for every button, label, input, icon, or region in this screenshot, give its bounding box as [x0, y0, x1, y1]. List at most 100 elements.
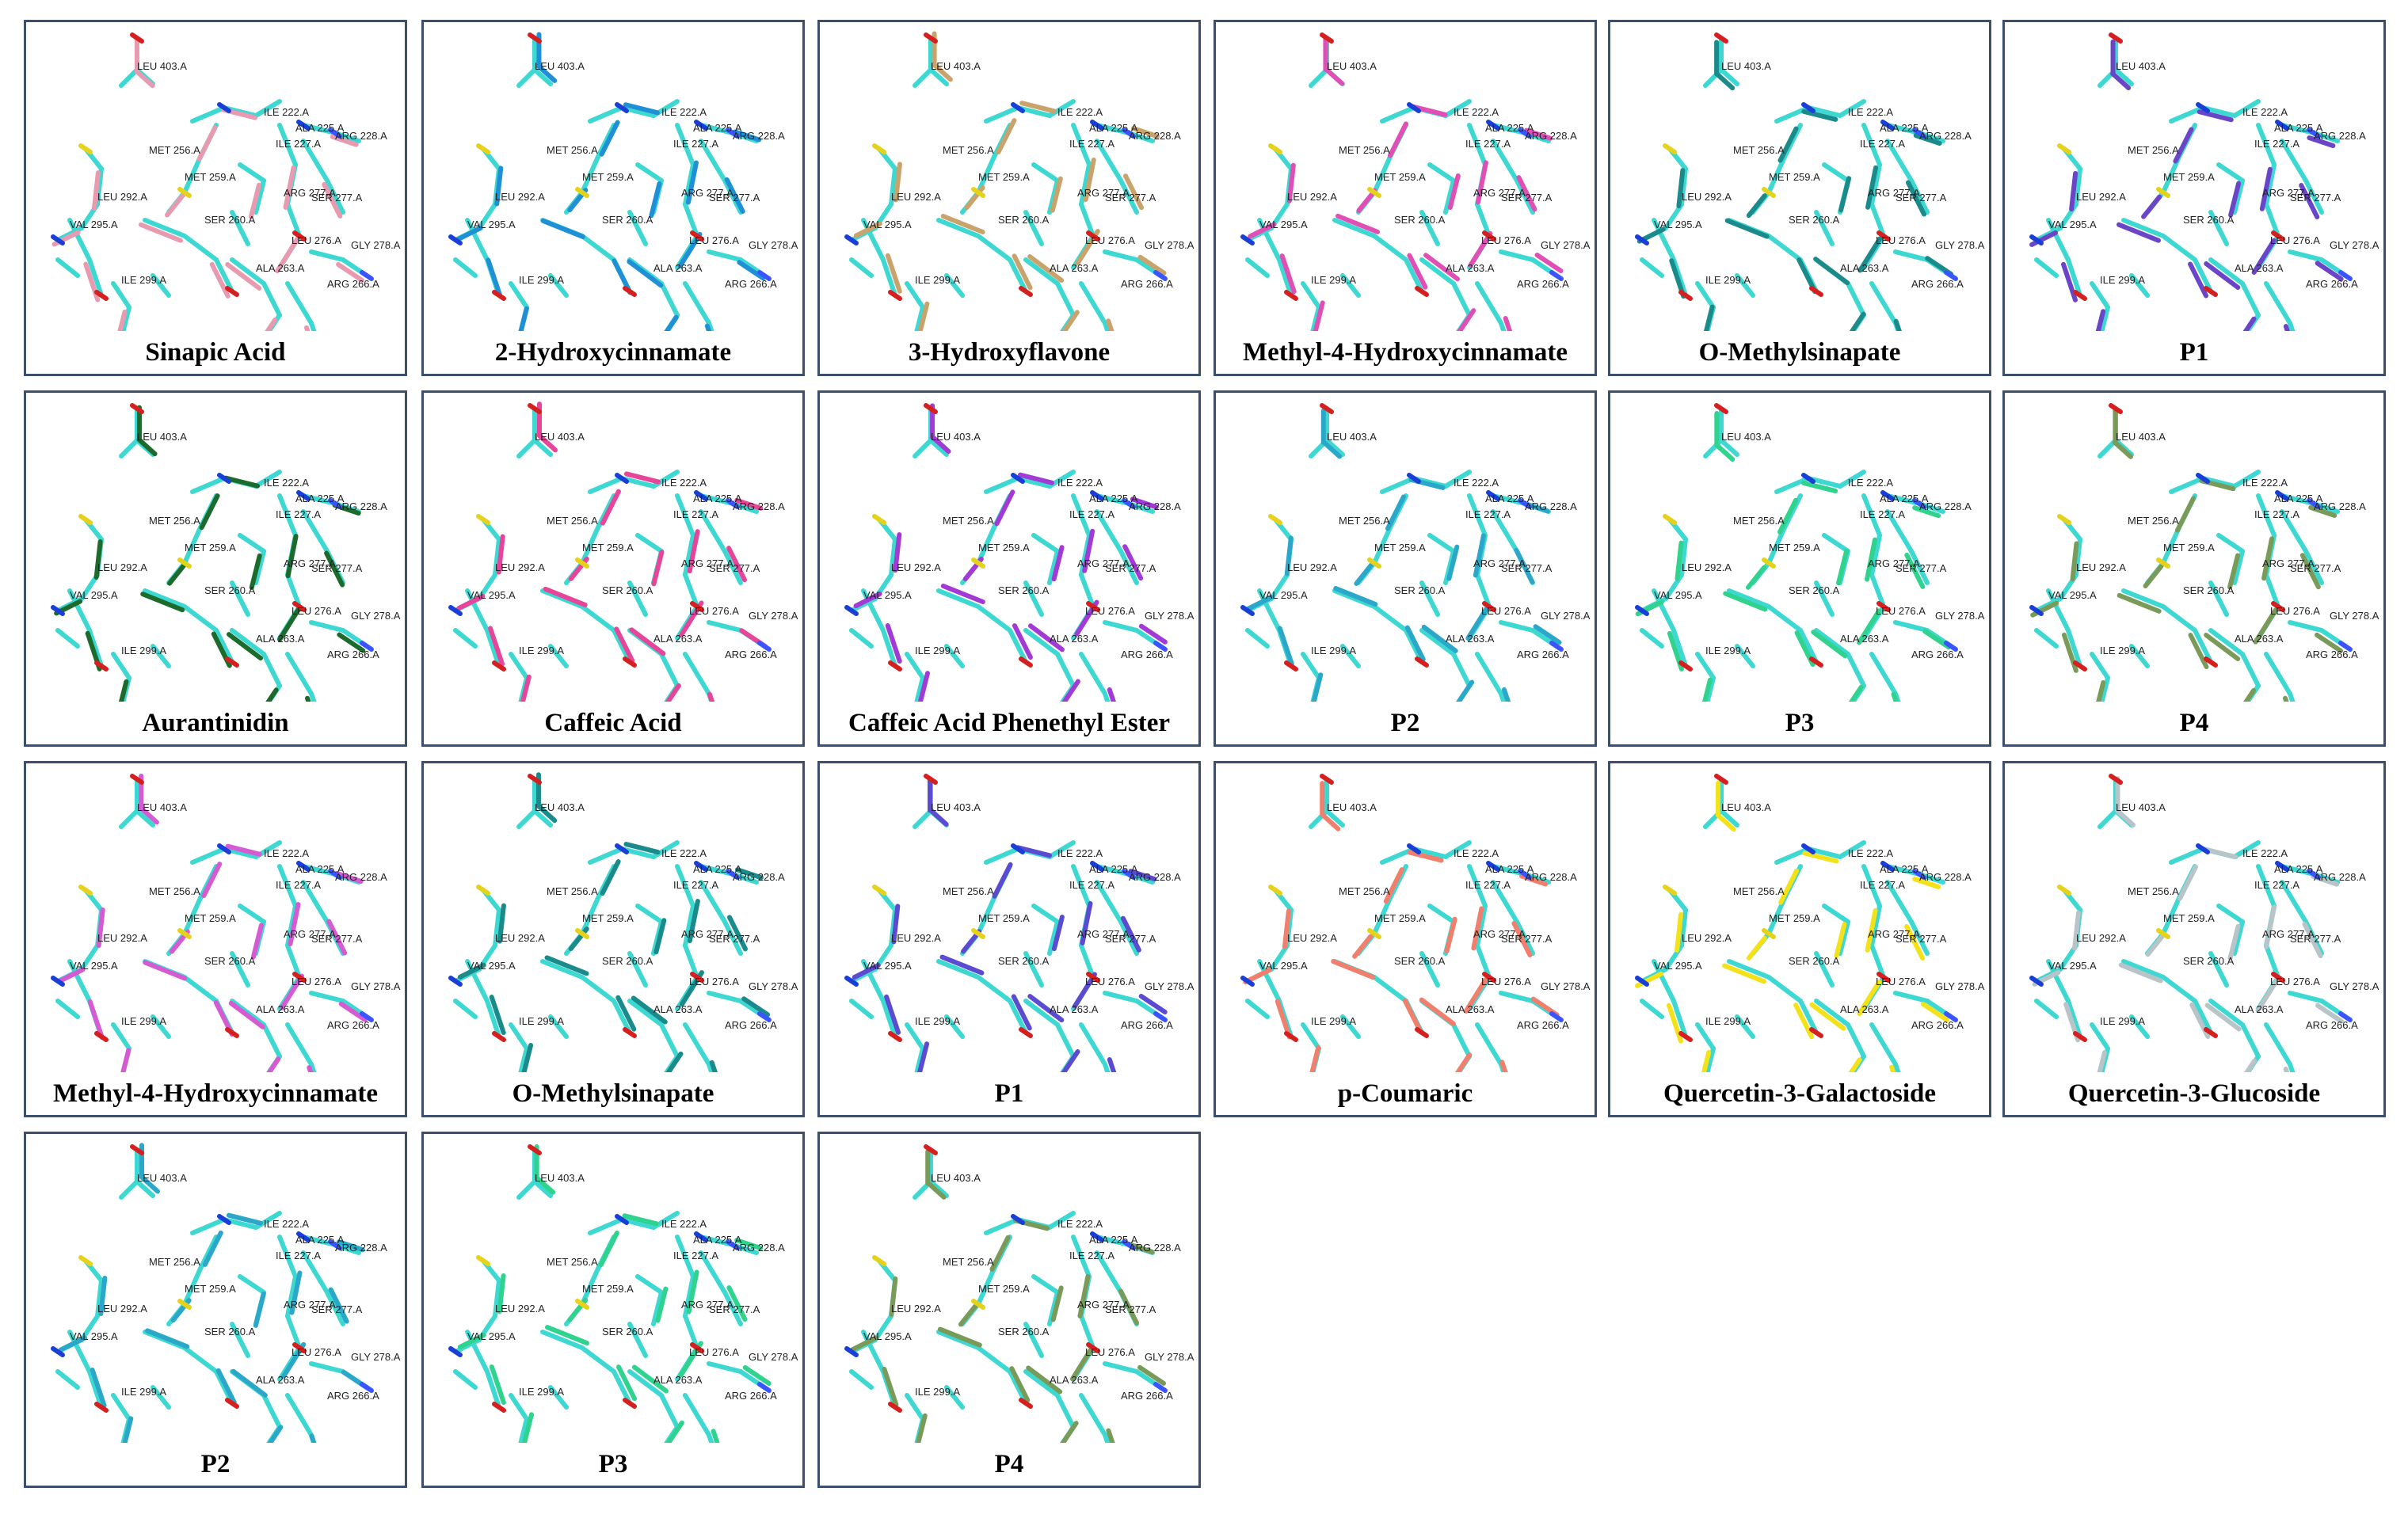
ligand-complex-stick [143, 960, 188, 981]
reference-residue-stick [1499, 620, 1535, 633]
heteroatom-stick [328, 1239, 342, 1250]
heteroatom-stick [2307, 498, 2321, 509]
reference-residue-stick [1372, 525, 1393, 565]
reference-residue-stick [1822, 533, 1850, 554]
panel-caption: Quercetin-3-Glucoside [2067, 1079, 2321, 1108]
ligand-complex-stick [280, 973, 305, 1010]
reference-residue-stick [889, 537, 897, 577]
heteroatom-stick [1635, 605, 1649, 616]
residue-label: SER 260.A [2183, 955, 2235, 967]
residue-label: SER 277.A [709, 1303, 760, 1315]
reference-residue-stick [285, 943, 302, 980]
ligand-complex-stick [1331, 959, 1376, 980]
residue-label: LEU 292.A [97, 561, 147, 573]
heteroatom-stick [328, 869, 342, 880]
reference-residue-stick [309, 249, 345, 262]
reference-residue-stick [1640, 257, 1664, 278]
reference-residue-stick [1008, 257, 1028, 294]
residue-label: LEU 292.A [495, 191, 545, 203]
heteroatom-stick [528, 774, 542, 785]
heteroatom-stick [528, 403, 542, 414]
ligand-complex-stick [1383, 867, 1404, 904]
residue-label: ILE 222.A [2242, 477, 2288, 489]
heteroatom-stick [130, 1144, 144, 1155]
heteroatom-stick [1367, 557, 1381, 569]
ligand-complex-stick [1906, 180, 1927, 217]
heteroatom-stick [1549, 270, 1564, 281]
reference-residue-stick [1055, 652, 1076, 688]
figure-panel: LEU 403.A ILE 222.A ALA 225.A ARG 228.A ILE … [1214, 761, 1597, 1117]
reference-residue-stick [1023, 210, 1044, 246]
reference-residue-stick [659, 1022, 680, 1059]
residue-label: LEU 403.A [2116, 801, 2166, 813]
ligand-complex-stick [1701, 1049, 1712, 1072]
reference-residue-stick [1079, 652, 1107, 696]
residue-label: MET 259.A [978, 171, 1030, 183]
ligand-complex-stick [1675, 540, 1684, 581]
ligand-complex-stick [328, 1287, 349, 1324]
reference-residue-stick [1372, 154, 1393, 195]
ligand-complex-stick [249, 182, 262, 219]
ligand-complex-stick [1077, 1273, 1091, 1318]
reference-residue-stick [1301, 1022, 1321, 1051]
ligand-complex-stick [2204, 1003, 2242, 1032]
residue-label: VAL 295.A [467, 960, 516, 972]
panel-caption: Quercetin-3-Galactoside [1663, 1079, 1936, 1108]
reference-residue-stick [150, 1014, 171, 1039]
reference-residue-stick [277, 864, 298, 908]
reference-residue-stick [1861, 493, 1882, 538]
ligand-complex-stick [1407, 850, 1444, 863]
reference-residue-stick [1909, 919, 1930, 956]
reference-residue-stick [1269, 573, 1290, 601]
residue-label: LEU 292.A [495, 561, 545, 573]
residue-label: GLY 278.A [1145, 1351, 1194, 1363]
heteroatom-stick [1635, 234, 1649, 245]
reference-residue-stick [1499, 691, 1507, 702]
reference-residue-stick [2280, 880, 2308, 924]
heteroatom-stick [2073, 290, 2087, 301]
ligand-complex-stick [917, 301, 930, 331]
reference-residue-stick [2034, 628, 2059, 649]
residue-label: MET 259.A [1769, 171, 1820, 183]
residue-label: ARG 277.A [681, 557, 733, 569]
heteroatom-stick [1019, 286, 1033, 297]
reference-residue-stick [683, 281, 711, 325]
ligand-complex-stick [1889, 1064, 1896, 1072]
reference-residue-stick [699, 880, 727, 924]
reference-residue-stick [1798, 999, 1819, 1035]
reference-residue-stick [55, 628, 80, 649]
reference-residue-stick [2232, 840, 2261, 859]
reference-residue-stick [2193, 999, 2213, 1035]
residue-label: ARG 266.A [2306, 278, 2358, 290]
reference-residue-stick [190, 105, 227, 124]
reference-residue-stick [2099, 305, 2110, 331]
ligand-complex-stick [1274, 999, 1292, 1040]
reference-residue-stick [1719, 438, 1739, 457]
reference-residue-stick [253, 549, 266, 585]
reference-residue-stick [1047, 1290, 1060, 1326]
figure-panel: LEU 403.A ILE 222.A ALA 225.A ARG 228.A ILE … [24, 1132, 407, 1488]
residue-label: LEU 403.A [1721, 431, 1771, 443]
ligand-complex-stick [536, 63, 558, 83]
reference-residue-stick [1118, 549, 1139, 585]
heteroatom-stick [694, 1231, 708, 1242]
residue-label: ILE 299.A [2100, 274, 2145, 286]
heteroatom-stick [1284, 1031, 1298, 1042]
residue-label: ALA 263.A [1840, 1003, 1889, 1015]
heteroatom-stick [1876, 601, 1891, 612]
residue-label: SER 277.A [1896, 192, 1947, 204]
heteroatom-stick [1011, 473, 1025, 484]
reference-residue-stick [230, 951, 250, 987]
reference-residue-stick [453, 999, 478, 1019]
heteroatom-stick [94, 290, 109, 301]
heteroatom-stick [1153, 1011, 1168, 1022]
ligand-complex-stick [1865, 907, 1878, 953]
residue-label: SER 277.A [1105, 933, 1156, 945]
residue-label: ALA 225.A [1089, 863, 1138, 875]
residue-label: LEU 276.A [291, 976, 341, 987]
residue-label: ARG 277.A [284, 1299, 336, 1311]
heteroatom-stick [971, 1299, 985, 1310]
